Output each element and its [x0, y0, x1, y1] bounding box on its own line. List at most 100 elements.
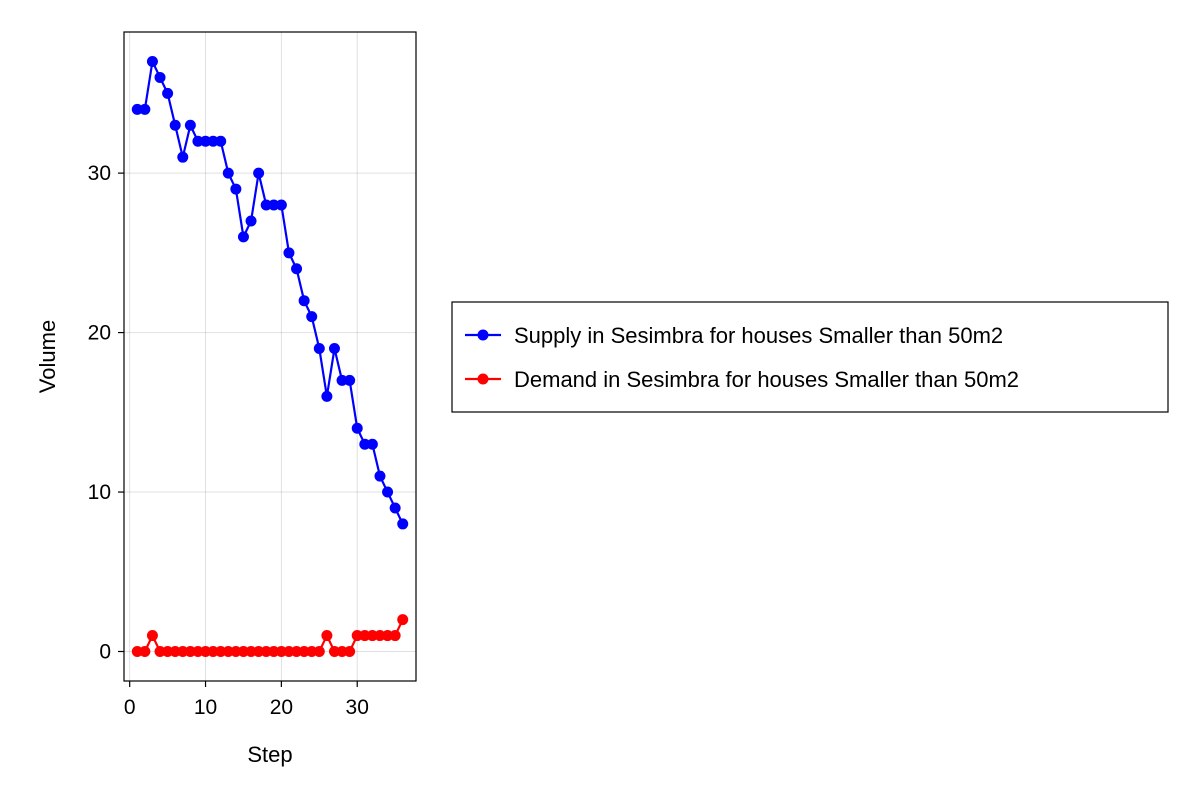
- y-tick-label: 10: [88, 481, 111, 504]
- data-point: [291, 263, 303, 275]
- data-point: [328, 343, 340, 355]
- data-point: [374, 630, 386, 642]
- series-layer: [131, 56, 409, 657]
- y-tick-label: 30: [88, 162, 111, 185]
- data-point: [215, 646, 227, 657]
- data-point: [306, 646, 318, 657]
- legend-item: Demand in Sesimbra for houses Smaller th…: [465, 367, 1019, 392]
- data-point: [359, 630, 371, 642]
- legend-items: Supply in Sesimbra for houses Smaller th…: [465, 323, 1019, 392]
- y-tick-label: 20: [88, 322, 111, 345]
- y-axis: 0 10 20 30: [88, 162, 124, 664]
- data-point: [306, 311, 318, 323]
- data-point: [321, 390, 333, 402]
- y-axis-title: Volume: [35, 320, 60, 393]
- data-point: [359, 438, 371, 450]
- data-point: [207, 646, 219, 657]
- data-point: [260, 646, 272, 657]
- x-tick-label: 10: [194, 696, 217, 719]
- data-point: [283, 247, 295, 259]
- data-point: [146, 56, 158, 67]
- data-point: [162, 646, 174, 657]
- data-point: [336, 646, 348, 657]
- data-point: [268, 646, 280, 657]
- data-point: [397, 614, 409, 626]
- data-point: [230, 646, 242, 657]
- data-point: [253, 167, 265, 179]
- data-point: [230, 183, 242, 195]
- data-point: [169, 119, 181, 131]
- data-point: [154, 646, 166, 657]
- data-point: [351, 422, 363, 434]
- legend-item: Supply in Sesimbra for houses Smaller th…: [465, 323, 1003, 348]
- legend-label: Supply in Sesimbra for houses Smaller th…: [514, 323, 1003, 348]
- legend-label: Demand in Sesimbra for houses Smaller th…: [514, 367, 1019, 392]
- data-point: [177, 151, 189, 163]
- series-supply-in-sesimbra-for-houses-smaller-than-50m2: [131, 56, 409, 530]
- data-point: [298, 646, 310, 657]
- data-point: [146, 630, 158, 642]
- data-point: [344, 374, 356, 386]
- data-point: [374, 470, 386, 482]
- data-point: [344, 646, 356, 657]
- data-point: [154, 71, 166, 83]
- legend-marker: [477, 329, 489, 341]
- data-point: [222, 167, 234, 179]
- data-point: [237, 646, 249, 657]
- data-point: [139, 103, 151, 115]
- data-point: [389, 630, 401, 642]
- series-line: [137, 60, 404, 525]
- legend-marker: [477, 373, 489, 385]
- data-point: [200, 646, 212, 657]
- data-point: [260, 199, 272, 211]
- y-tick-label: 0: [99, 641, 111, 664]
- data-point: [162, 87, 174, 99]
- data-point: [237, 231, 249, 243]
- plot-frame: [123, 31, 417, 682]
- data-point: [328, 646, 340, 657]
- data-point: [184, 646, 196, 657]
- data-point: [207, 135, 219, 147]
- data-point: [253, 646, 265, 657]
- data-point: [291, 646, 303, 657]
- data-point: [275, 646, 287, 657]
- legend-box: [451, 301, 1169, 413]
- data-point: [131, 103, 143, 115]
- data-point: [298, 295, 310, 307]
- data-point: [275, 199, 287, 211]
- data-point: [397, 518, 409, 530]
- data-point: [321, 630, 333, 642]
- data-point: [222, 646, 234, 657]
- data-point: [366, 438, 378, 450]
- data-point: [192, 135, 204, 147]
- data-point: [245, 215, 257, 227]
- data-point: [313, 646, 325, 657]
- data-point: [245, 646, 257, 657]
- data-point: [131, 646, 143, 657]
- data-point: [351, 630, 363, 642]
- grid: [124, 32, 416, 681]
- data-point: [177, 646, 189, 657]
- data-point: [184, 119, 196, 131]
- data-point: [382, 630, 394, 642]
- data-point: [268, 199, 280, 211]
- data-point: [283, 646, 295, 657]
- data-point: [366, 630, 378, 642]
- x-tick-label: 20: [270, 696, 293, 719]
- data-point: [139, 646, 151, 657]
- data-point: [313, 343, 325, 355]
- x-axis-title: Step: [247, 742, 292, 767]
- data-point: [192, 646, 204, 657]
- data-point: [336, 374, 348, 386]
- data-point: [169, 646, 181, 657]
- x-axis: 0 10 20 30: [124, 681, 369, 719]
- data-point: [200, 135, 212, 147]
- series-demand-in-sesimbra-for-houses-smaller-than-50m2: [131, 614, 409, 657]
- legend: Supply in Sesimbra for houses Smaller th…: [451, 301, 1169, 413]
- data-point: [382, 486, 394, 498]
- data-point: [389, 502, 401, 514]
- x-tick-label: 30: [346, 696, 369, 719]
- x-tick-label: 0: [124, 696, 136, 719]
- data-point: [215, 135, 227, 147]
